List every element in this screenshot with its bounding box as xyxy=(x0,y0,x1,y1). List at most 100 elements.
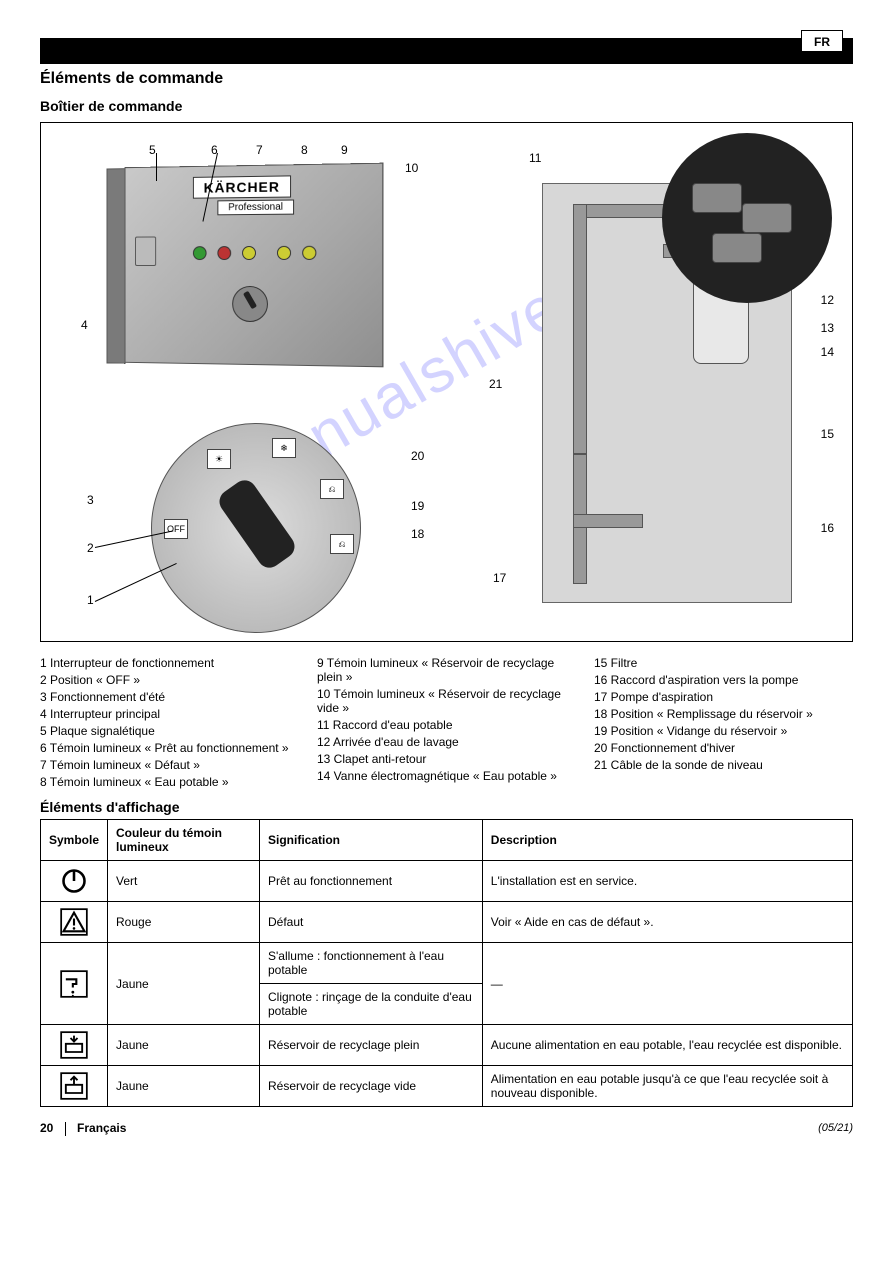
cell-meaning: Clignote : rinçage de la conduite d'eau … xyxy=(259,984,482,1025)
footer-right: (05/21) xyxy=(818,1122,853,1134)
cell-meaning: Défaut xyxy=(259,902,482,943)
cell-meaning: Prêt au fonctionnement xyxy=(259,861,482,902)
legend-item: 6 Témoin lumineux « Prêt au fonctionneme… xyxy=(40,741,299,755)
legend-item: 19 Position « Vidange du réservoir » xyxy=(594,724,853,738)
legend-item: 2 Position « OFF » xyxy=(40,673,299,687)
mode-knob xyxy=(232,286,268,322)
fitting-icon xyxy=(742,203,792,233)
callout-num: 8 xyxy=(301,143,308,157)
main-switch xyxy=(135,236,156,266)
dial-pos-fill: ⎌ xyxy=(330,534,354,554)
lamp-freshwater-icon xyxy=(242,246,256,260)
legend-item: 11 Raccord d'eau potable xyxy=(317,718,576,732)
footer-page-number: 20 xyxy=(40,1121,53,1135)
display-elements-table: Symbole Couleur du témoin lumineux Signi… xyxy=(40,819,853,1107)
callout-num: 17 xyxy=(493,571,506,585)
cell-meaning: S'allume : fonctionnement à l'eau potabl… xyxy=(259,943,482,984)
callout-num: 13 xyxy=(821,321,834,335)
cell-color: Vert xyxy=(108,861,260,902)
pipe xyxy=(573,204,587,454)
legend-item: 3 Fonctionnement d'été xyxy=(40,690,299,704)
control-box-side xyxy=(107,168,126,364)
language-tab: FR xyxy=(801,30,843,52)
callout-num: 7 xyxy=(256,143,263,157)
cell-color: Jaune xyxy=(108,943,260,1025)
cell-symbol xyxy=(41,1066,108,1107)
lamp-ready-icon xyxy=(193,246,207,260)
cell-symbol xyxy=(41,943,108,1025)
callout-num: 9 xyxy=(341,143,348,157)
pipe xyxy=(573,514,643,528)
fitting-icon xyxy=(692,183,742,213)
cell-desc: L'installation est en service. xyxy=(482,861,852,902)
legend-item: 1 Interrupteur de fonctionnement xyxy=(40,656,299,670)
leader-line xyxy=(156,153,157,181)
table-row: JauneRéservoir de recyclage videAlimenta… xyxy=(41,1066,853,1107)
table-row: RougeDéfautVoir « Aide en cas de défaut … xyxy=(41,902,853,943)
header-black-strip xyxy=(40,38,853,64)
dial-pos-off: OFF xyxy=(164,519,188,539)
section-heading: Éléments de commande xyxy=(40,70,853,88)
callout-num: 20 xyxy=(411,449,424,463)
dial-pos-summer: ☀ xyxy=(207,449,231,469)
legend-item: 18 Position « Remplissage du réservoir » xyxy=(594,707,853,721)
callout-num: 3 xyxy=(87,493,94,507)
cell-desc: Alimentation en eau potable jusqu'à ce q… xyxy=(482,1066,852,1107)
table-header-row: Symbole Couleur du témoin lumineux Signi… xyxy=(41,820,853,861)
cell-desc: Voir « Aide en cas de défaut ». xyxy=(482,902,852,943)
callout-num: 14 xyxy=(821,345,834,359)
legend-item: 16 Raccord d'aspiration vers la pompe xyxy=(594,673,853,687)
cell-desc: Aucune alimentation en eau potable, l'ea… xyxy=(482,1025,852,1066)
th-color: Couleur du témoin lumineux xyxy=(108,820,260,861)
cell-color: Rouge xyxy=(108,902,260,943)
callout-num: 12 xyxy=(821,293,834,307)
table-heading: Éléments d'affichage xyxy=(40,799,853,815)
th-symbol: Symbole xyxy=(41,820,108,861)
header-bar: FR xyxy=(40,30,853,64)
table-row: VertPrêt au fonctionnementL'installation… xyxy=(41,861,853,902)
mode-dial-detail: OFF ☀ ❄ ⎌ ⎌ xyxy=(151,423,361,633)
lamp-tankfull-icon xyxy=(277,246,291,260)
callout-legend: 1 Interrupteur de fonctionnement 2 Positi… xyxy=(40,656,853,789)
legend-item: 4 Interrupteur principal xyxy=(40,707,299,721)
cell-meaning: Réservoir de recyclage vide xyxy=(259,1066,482,1107)
cell-meaning: Réservoir de recyclage plein xyxy=(259,1025,482,1066)
legend-item: 20 Fonctionnement d'hiver xyxy=(594,741,853,755)
cell-symbol xyxy=(41,902,108,943)
th-desc: Description xyxy=(482,820,852,861)
callout-num: 10 xyxy=(405,161,418,175)
footer-left: 20 Français xyxy=(40,1121,126,1136)
legend-item: 15 Filtre xyxy=(594,656,853,670)
callout-num: 4 xyxy=(81,318,88,332)
footer-sep xyxy=(65,1122,66,1136)
callout-num: 15 xyxy=(821,427,834,441)
dial-pos-winter: ❄ xyxy=(272,438,296,458)
brand-subline: Professional xyxy=(217,200,294,216)
legend-item: 8 Témoin lumineux « Eau potable » xyxy=(40,775,299,789)
callout-num: 18 xyxy=(411,527,424,541)
callout-num: 2 xyxy=(87,541,94,555)
legend-item: 9 Témoin lumineux « Réservoir de recycla… xyxy=(317,656,576,684)
callout-num: 21 xyxy=(489,377,502,391)
dial-pos-drain: ⎌ xyxy=(320,479,344,499)
cell-desc: — xyxy=(482,943,852,1025)
callout-num: 5 xyxy=(149,143,156,157)
leader-line xyxy=(95,563,177,602)
callout-num: 11 xyxy=(529,151,541,165)
lamp-fault-icon xyxy=(217,246,231,260)
footer-language: Français xyxy=(77,1121,126,1135)
fitting-icon xyxy=(712,233,762,263)
cell-symbol xyxy=(41,861,108,902)
legend-item: 5 Plaque signalétique xyxy=(40,724,299,738)
cell-symbol xyxy=(41,1025,108,1066)
control-box: KÄRCHER Professional xyxy=(125,163,384,368)
legend-item: 10 Témoin lumineux « Réservoir de recycl… xyxy=(317,687,576,715)
legend-item: 17 Pompe d'aspiration xyxy=(594,690,853,704)
lamp-tankempty-icon xyxy=(302,246,316,260)
table-row: JauneS'allume : fonctionnement à l'eau p… xyxy=(41,943,853,984)
callout-num: 16 xyxy=(821,521,834,535)
device-figure: manualshive.com KÄRCHER Professional OFF… xyxy=(40,122,853,642)
legend-item: 14 Vanne électromagnétique « Eau potable… xyxy=(317,769,576,783)
th-meaning: Signification xyxy=(259,820,482,861)
page-footer: 20 Français (05/21) xyxy=(40,1121,853,1136)
